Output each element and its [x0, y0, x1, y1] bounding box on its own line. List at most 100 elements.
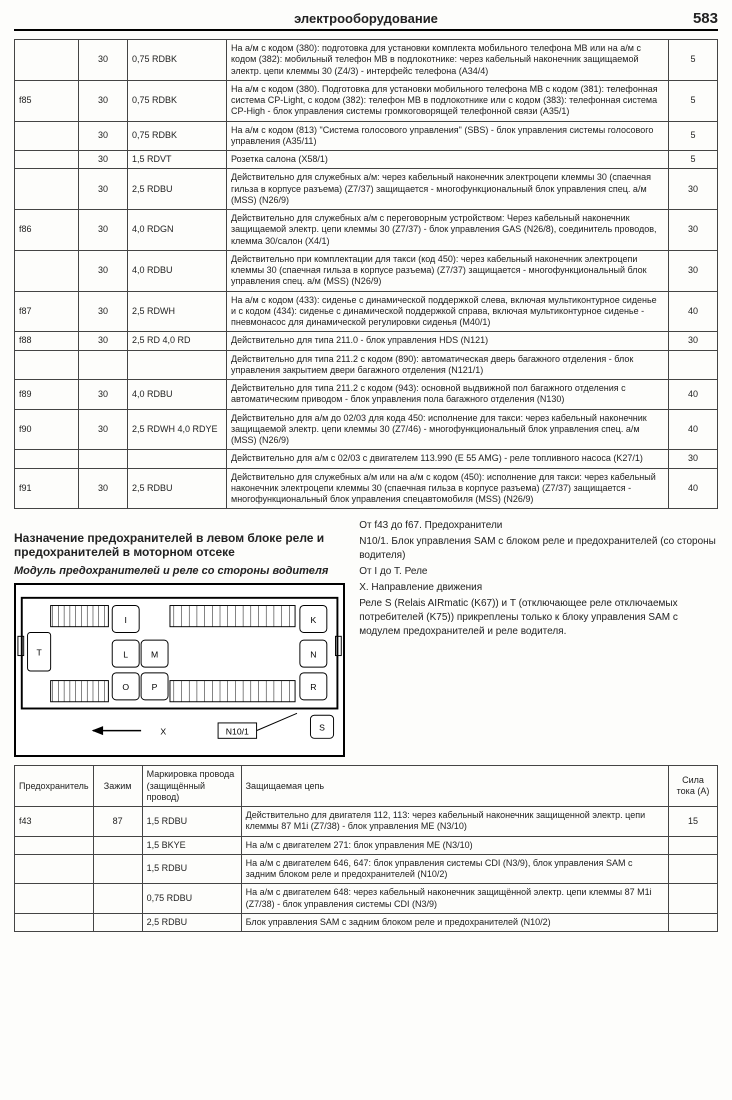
cell-fuse [15, 836, 94, 854]
th-desc: Защищаемая цепь [241, 766, 668, 807]
page-number: 583 [668, 10, 718, 27]
cell-desc: Действительно для служебных а/м с перего… [227, 210, 669, 251]
cell-fuse: f89 [15, 380, 79, 410]
cell-fuse: f90 [15, 409, 79, 450]
th-wire: Маркировка провода (защищённый провод) [142, 766, 241, 807]
cell-wire: 2,5 RDWH [128, 291, 227, 332]
table-row: f85300,75 RDBKНа а/м с кодом (380). Подг… [15, 80, 718, 121]
cell-amp: 40 [669, 468, 718, 509]
cell-term: 30 [79, 380, 128, 410]
svg-text:P: P [152, 682, 158, 692]
cell-term: 30 [79, 468, 128, 509]
svg-text:X: X [160, 727, 166, 737]
cell-wire: 2,5 RDBU [142, 913, 241, 931]
cell-amp: 30 [669, 210, 718, 251]
cell-amp: 30 [669, 332, 718, 350]
svg-text:N10/1: N10/1 [226, 727, 249, 737]
fuse-table-bottom: Предохранитель Зажим Маркировка провода … [14, 765, 718, 932]
cell-term [93, 854, 142, 884]
section-heading: Назначение предохранителей в левом блоке… [14, 531, 345, 559]
cell-fuse [15, 854, 94, 884]
cell-term [93, 836, 142, 854]
cell-term: 30 [79, 332, 128, 350]
cell-fuse: f43 [15, 807, 94, 837]
table-row: f87302,5 RDWHНа а/м с кодом (433): сиден… [15, 291, 718, 332]
cell-desc: Действительно для а/м с 02/03 с двигател… [227, 450, 669, 468]
cell-wire: 1,5 RDBU [142, 807, 241, 837]
th-term: Зажим [93, 766, 142, 807]
legend-line: От f43 до f67. Предохранители [359, 519, 718, 533]
cell-desc: На а/м с кодом (380). Подготовка для уст… [227, 80, 669, 121]
cell-desc: Действительно для типа 211.2 с кодом (94… [227, 380, 669, 410]
cell-fuse [15, 169, 79, 210]
cell-amp: 30 [669, 250, 718, 291]
cell-amp [669, 884, 718, 914]
cell-fuse [15, 250, 79, 291]
mid-section: Назначение предохранителей в левом блоке… [14, 519, 718, 757]
svg-text:I: I [125, 615, 127, 625]
table-row: f91302,5 RDBUДействительно для служебных… [15, 468, 718, 509]
cell-term [93, 913, 142, 931]
cell-wire: 4,0 RDBU [128, 380, 227, 410]
cell-desc: Действительно при комплектации для такси… [227, 250, 669, 291]
svg-text:L: L [123, 650, 128, 660]
cell-fuse: f87 [15, 291, 79, 332]
cell-wire: 1,5 RDBU [142, 854, 241, 884]
cell-fuse [15, 884, 94, 914]
cell-amp: 40 [669, 291, 718, 332]
cell-desc: Действительно для служебных а/м или на а… [227, 468, 669, 509]
cell-wire: 0,75 RDBK [128, 40, 227, 81]
table-row: Действительно для а/м с 02/03 с двигател… [15, 450, 718, 468]
cell-amp: 5 [669, 121, 718, 151]
cell-fuse [15, 350, 79, 380]
cell-desc: Действительно для служебных а/м: через к… [227, 169, 669, 210]
cell-amp [669, 836, 718, 854]
cell-fuse [15, 450, 79, 468]
cell-term: 30 [79, 121, 128, 151]
cell-fuse: f85 [15, 80, 79, 121]
legend-line: Реле S (Relais AIRmatic (K67)) и T (откл… [359, 597, 718, 639]
table-row: 1,5 RDBUНа а/м с двигателем 646, 647: бл… [15, 854, 718, 884]
table-row: f43871,5 RDBUДействительно для двигателя… [15, 807, 718, 837]
relay-diagram: T I K L M N O P R S X [14, 583, 345, 757]
cell-wire: 0,75 RDBK [128, 121, 227, 151]
cell-amp: 40 [669, 409, 718, 450]
cell-term: 30 [79, 169, 128, 210]
cell-amp: 30 [669, 450, 718, 468]
cell-term: 30 [79, 250, 128, 291]
cell-term: 30 [79, 80, 128, 121]
cell-wire [128, 450, 227, 468]
table-row: f86304,0 RDGNДействительно для служебных… [15, 210, 718, 251]
cell-amp: 30 [669, 169, 718, 210]
table-row: Действительно для типа 211.2 с кодом (89… [15, 350, 718, 380]
cell-term: 30 [79, 210, 128, 251]
cell-term: 30 [79, 291, 128, 332]
cell-desc: На а/м с кодом (380): подготовка для уст… [227, 40, 669, 81]
cell-amp [669, 350, 718, 380]
table-row: 1,5 BKYEНа а/м с двигателем 271: блок уп… [15, 836, 718, 854]
cell-amp [669, 913, 718, 931]
svg-text:O: O [122, 682, 129, 692]
section-subheading: Модуль предохранителей и реле со стороны… [14, 565, 345, 577]
table-row: 2,5 RDBUБлок управления SAM с задним бло… [15, 913, 718, 931]
chapter-title: электрооборудование [64, 11, 668, 26]
cell-desc: Действительно для а/м до 02/03 для кода … [227, 409, 669, 450]
cell-desc: На а/м с кодом (433): сиденье с динамиче… [227, 291, 669, 332]
cell-wire: 4,0 RDBU [128, 250, 227, 291]
table-row: 300,75 RDBKНа а/м с кодом (380): подгото… [15, 40, 718, 81]
svg-text:S: S [319, 723, 325, 733]
legend-text: От f43 до f67. Предохранители N10/1. Блок… [359, 519, 718, 757]
legend-line: X. Направление движения [359, 581, 718, 595]
cell-amp [669, 854, 718, 884]
cell-desc: На а/м с двигателем 648: через кабельный… [241, 884, 668, 914]
cell-desc: Действительно для двигателя 112, 113: че… [241, 807, 668, 837]
cell-fuse [15, 40, 79, 81]
cell-term [79, 450, 128, 468]
svg-text:M: M [151, 650, 158, 660]
cell-fuse [15, 121, 79, 151]
legend-line: N10/1. Блок управления SAM с блоком реле… [359, 535, 718, 563]
cell-wire: 2,5 RD 4,0 RD [128, 332, 227, 350]
cell-fuse [15, 913, 94, 931]
cell-desc: Блок управления SAM с задним блоком реле… [241, 913, 668, 931]
cell-term: 30 [79, 40, 128, 81]
